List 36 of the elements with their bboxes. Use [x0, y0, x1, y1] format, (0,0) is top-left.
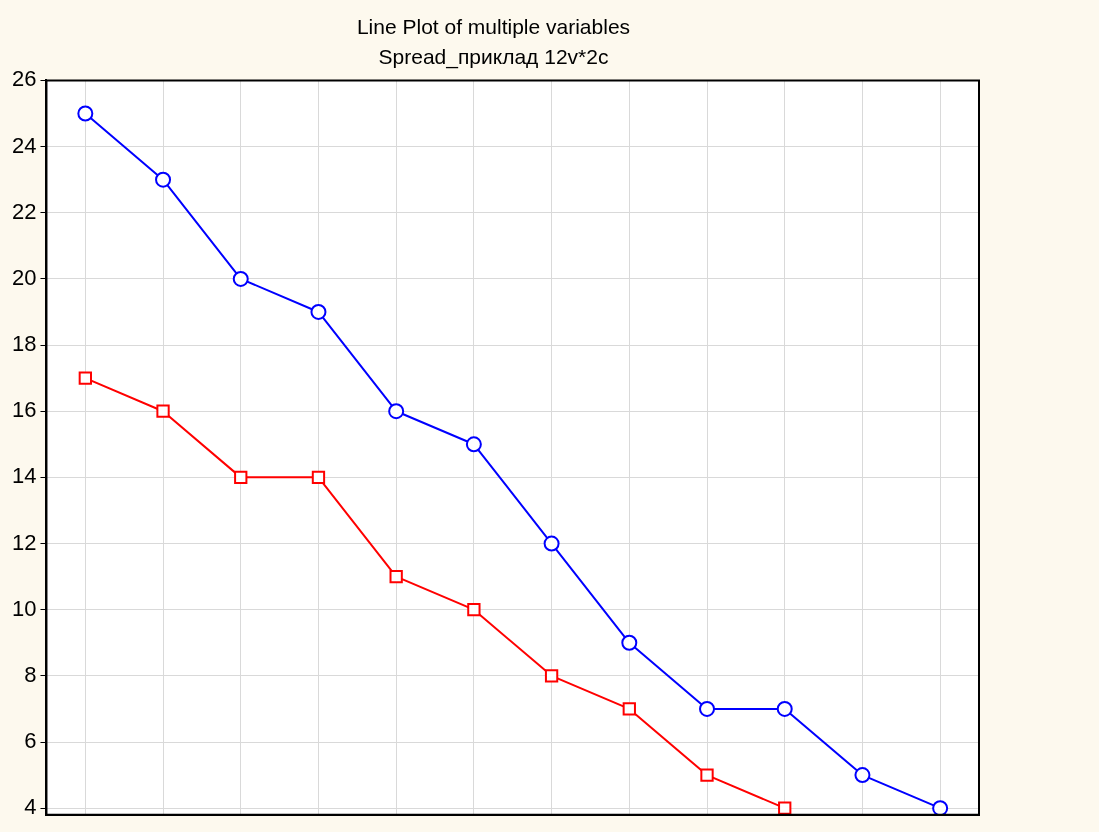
point: [388, 403, 405, 420]
point: [778, 801, 792, 815]
point: [543, 535, 560, 552]
point: [621, 634, 638, 651]
point: [700, 768, 714, 782]
point: [389, 569, 403, 584]
y-tick-label: 14: [11, 463, 37, 489]
y-tick-label: 26: [11, 66, 37, 92]
point: [234, 470, 248, 485]
point: [932, 800, 949, 815]
y-tick-label: 22: [11, 198, 37, 224]
point: [544, 669, 559, 683]
point: [232, 270, 249, 287]
chart-subtitle: Spread_приклад 12v*2c: [378, 44, 609, 69]
point: [776, 700, 793, 717]
y-tick-label: 8: [24, 661, 37, 687]
y-tick-label: 18: [11, 331, 37, 357]
point: [467, 603, 481, 617]
point: [155, 171, 172, 188]
point: [311, 470, 326, 485]
y-tick-label: 16: [11, 397, 37, 423]
point: [310, 303, 327, 320]
y-tick-label: 6: [24, 728, 37, 754]
point: [622, 702, 636, 716]
y-tick-label: 4: [24, 794, 37, 820]
point: [78, 371, 92, 385]
y-tick-label: 10: [11, 595, 37, 621]
y-tick-label: 24: [11, 132, 37, 158]
y-tick-label: 12: [11, 529, 37, 555]
point: [156, 404, 170, 418]
point: [465, 436, 482, 453]
point: [77, 105, 94, 122]
point: [699, 700, 716, 717]
point: [854, 767, 871, 784]
y-tick-label: 20: [11, 264, 37, 290]
chart-title: Line Plot of multiple variables: [356, 15, 631, 39]
